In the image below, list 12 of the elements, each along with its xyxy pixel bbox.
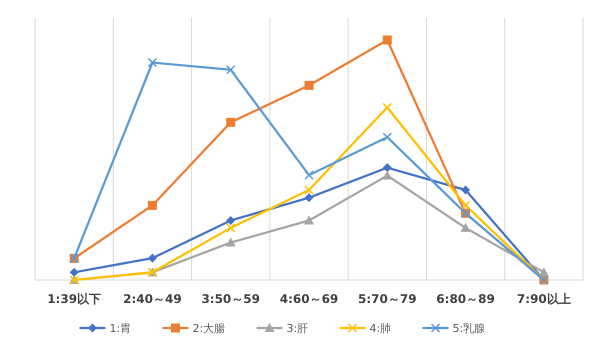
x-tick-label: 5:70～79 bbox=[358, 292, 417, 306]
x-tick-label: 3:50～59 bbox=[201, 292, 260, 306]
legend-label: 1:胃 bbox=[110, 322, 132, 335]
legend-label: 4:肺 bbox=[370, 322, 392, 335]
legend-label: 5:乳腺 bbox=[452, 322, 486, 335]
legend-label: 2:大腸 bbox=[192, 322, 226, 335]
x-tick-label: 4:60～69 bbox=[280, 292, 338, 306]
x-tick-label: 6:80～89 bbox=[436, 292, 495, 306]
x-tick-label: 7:90以上 bbox=[516, 292, 571, 306]
x-tick-label: 2:40～49 bbox=[123, 292, 182, 306]
legend-label: 3:肝 bbox=[286, 322, 308, 335]
x-tick-label: 1:39以下 bbox=[47, 292, 102, 306]
